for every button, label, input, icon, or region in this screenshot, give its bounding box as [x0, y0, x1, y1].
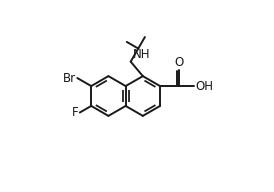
- Text: NH: NH: [133, 48, 150, 61]
- Text: Br: Br: [63, 72, 76, 84]
- Text: F: F: [72, 106, 79, 119]
- Text: OH: OH: [195, 79, 213, 93]
- Text: O: O: [174, 56, 184, 69]
